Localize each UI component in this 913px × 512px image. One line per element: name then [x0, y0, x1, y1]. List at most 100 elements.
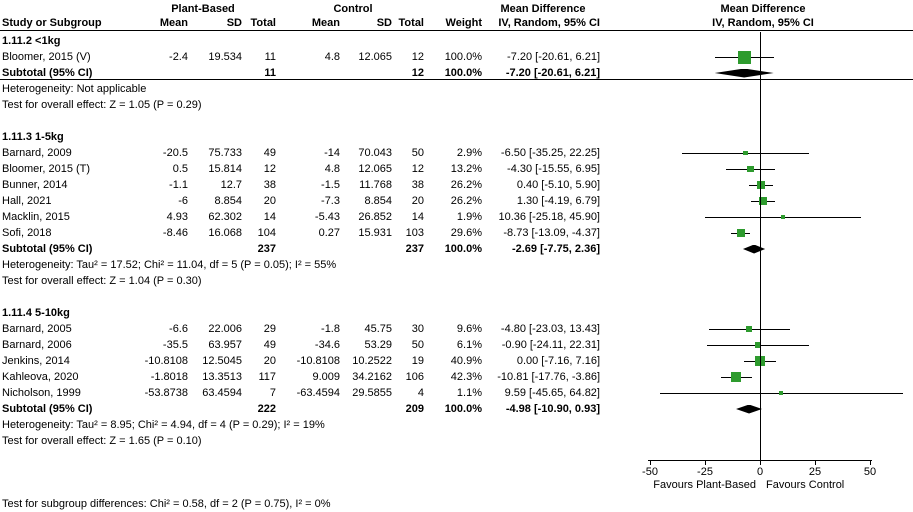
- study-label: Bunner, 2014: [2, 179, 68, 191]
- control-sd-value: 10.2522: [352, 355, 392, 367]
- axis-tick-label: 50: [863, 466, 877, 478]
- plant-total-value: 7: [269, 387, 276, 399]
- control-mean-value: 4.8: [324, 51, 340, 63]
- mean-difference-header-left: Mean Difference: [500, 3, 586, 15]
- heterogeneity-text: Heterogeneity: Tau² = 8.95; Chi² = 4.94,…: [2, 419, 325, 431]
- control-total-value: 12: [411, 51, 424, 63]
- ci-text-value: -7.20 [-20.61, 6.21]: [505, 67, 600, 79]
- favours-left-label: Favours Plant-Based: [653, 479, 756, 491]
- plant-sd-value: 12.7: [220, 179, 242, 191]
- study-label: Barnard, 2006: [2, 339, 72, 351]
- mean-difference-header-right: Mean Difference: [720, 3, 806, 15]
- effect-square: [737, 50, 751, 64]
- plant-sd-value: 19.534: [208, 51, 242, 63]
- control-total-value: 30: [411, 323, 424, 335]
- plant-mean-value: -6: [178, 195, 188, 207]
- axis-tick: [760, 460, 761, 465]
- overall-effect-text: Test for overall effect: Z = 1.65 (P = 0…: [2, 435, 202, 447]
- plant-sd-value: 75.733: [208, 147, 242, 159]
- control-total-value: 4: [417, 387, 424, 399]
- control-total-value: 50: [411, 147, 424, 159]
- control-total-value: 12: [411, 163, 424, 175]
- control-total-value: 12: [411, 67, 424, 79]
- plant-sd-value: 16.068: [208, 227, 242, 239]
- plant-total-value: 104: [257, 227, 276, 239]
- plant-mean-value: -53.8738: [144, 387, 188, 399]
- axis-tick: [705, 460, 706, 465]
- subtotal-label: Subtotal (95% CI): [2, 67, 93, 79]
- control-sd-value: 70.043: [358, 147, 392, 159]
- plant-total-column-header: Total: [250, 17, 276, 29]
- ci-text-value: -0.90 [-24.11, 22.31]: [501, 339, 600, 351]
- plant-sd-value: 15.814: [208, 163, 242, 175]
- study-label: Barnard, 2005: [2, 323, 72, 335]
- plant-sd-value: 63.4594: [202, 387, 242, 399]
- weight-value: 9.6%: [456, 323, 482, 335]
- overall-effect-text: Test for overall effect: Z = 1.05 (P = 0…: [2, 99, 202, 111]
- effect-square: [780, 214, 785, 220]
- overall-effect-text: Test for overall effect: Z = 1.04 (P = 0…: [2, 275, 202, 287]
- axis-tick: [650, 460, 651, 465]
- plant-total-value: 49: [263, 147, 276, 159]
- ci-column-header: IV, Random, 95% CI: [498, 17, 600, 29]
- ci-plot-column-header: IV, Random, 95% CI: [712, 17, 814, 29]
- control-mean-value: -7.3: [321, 195, 340, 207]
- ci-text-value: 10.36 [-25.18, 45.90]: [498, 211, 600, 223]
- study-label: Hall, 2021: [2, 195, 52, 207]
- weight-value: 2.9%: [456, 147, 482, 159]
- overall-effect-row: Test for overall effect: Z = 1.04 (P = 0…: [0, 273, 913, 289]
- control-mean-value: -63.4594: [296, 387, 340, 399]
- study-label: Bloomer, 2015 (V): [2, 51, 91, 63]
- axis-tick-label: 0: [756, 466, 764, 478]
- weight-value: 1.9%: [456, 211, 482, 223]
- axis-tick: [870, 460, 871, 465]
- weight-value: 1.1%: [456, 387, 482, 399]
- ci-text-value: -7.20 [-20.61, 6.21]: [507, 51, 600, 63]
- subtotal-label: Subtotal (95% CI): [2, 243, 93, 255]
- subgroup-title: 1.11.3 1-5kg: [2, 131, 64, 143]
- study-column-header: Study or Subgroup: [2, 17, 102, 29]
- axis-tick-label: 25: [808, 466, 822, 478]
- plant-mean-value: -1.1: [169, 179, 188, 191]
- subgroup-difference-test: Test for subgroup differences: Chi² = 0.…: [2, 498, 331, 510]
- control-total-value: 103: [405, 227, 424, 239]
- plant-total-value: 20: [263, 355, 276, 367]
- study-row: Bloomer, 2015 (V) -2.4 19.534 11 4.8 12.065 12…: [0, 49, 913, 65]
- control-mean-value: -10.8108: [296, 355, 340, 367]
- plant-mean-value: -1.8018: [150, 371, 188, 383]
- plant-total-value: 222: [257, 403, 276, 415]
- effect-square: [747, 165, 754, 173]
- study-label: Kahleova, 2020: [2, 371, 79, 383]
- weight-value: 100.0%: [444, 243, 482, 255]
- subgroup-title-row: 1.11.3 1-5kg: [0, 129, 913, 145]
- ci-text-value: 0.40 [-5.10, 5.90]: [516, 179, 600, 191]
- study-row: Macklin, 2015 4.93 62.302 14 -5.43 26.852 14 1.…: [0, 209, 913, 225]
- ci-text-value: -2.69 [-7.75, 2.36]: [511, 243, 600, 255]
- control-sd-value: 15.931: [358, 227, 392, 239]
- ci-text-value: 0.00 [-7.16, 7.16]: [516, 355, 600, 367]
- plant-mean-value: -35.5: [162, 339, 188, 351]
- overall-effect-row: Test for overall effect: Z = 1.65 (P = 0…: [0, 433, 913, 449]
- control-mean-value: -14: [324, 147, 340, 159]
- study-row: Bloomer, 2015 (T) 0.5 15.814 12 4.8 12.065 12 1…: [0, 161, 913, 177]
- plant-total-value: 38: [263, 179, 276, 191]
- ci-text-value: -4.30 [-15.55, 6.95]: [507, 163, 600, 175]
- plant-sd-value: 13.3513: [202, 371, 242, 383]
- ci-text-value: -6.50 [-35.25, 22.25]: [500, 147, 600, 159]
- plant-sd-value: 12.5045: [202, 355, 242, 367]
- subgroup-title-row: 1.11.2 <1kg: [0, 33, 913, 49]
- study-row: Nicholson, 1999 -53.8738 63.4594 7 -63.4594 2…: [0, 385, 913, 401]
- weight-value: 13.2%: [450, 163, 482, 175]
- plant-mean-value: -2.4: [169, 51, 188, 63]
- control-sd-column-header: SD: [376, 17, 392, 29]
- study-row: Barnard, 2006 -35.5 63.957 49 -34.6 53.29 50 6.…: [0, 337, 913, 353]
- control-mean-value: 9.009: [312, 371, 340, 383]
- control-sd-value: 8.854: [364, 195, 392, 207]
- control-total-value: 20: [411, 195, 424, 207]
- plant-based-group-header: Plant-Based: [171, 3, 235, 15]
- control-mean-value: 0.27: [318, 227, 340, 239]
- plant-mean-value: 4.93: [166, 211, 188, 223]
- heterogeneity-text: Heterogeneity: Tau² = 17.52; Chi² = 11.0…: [2, 259, 337, 271]
- plant-mean-column-header: Mean: [159, 17, 188, 29]
